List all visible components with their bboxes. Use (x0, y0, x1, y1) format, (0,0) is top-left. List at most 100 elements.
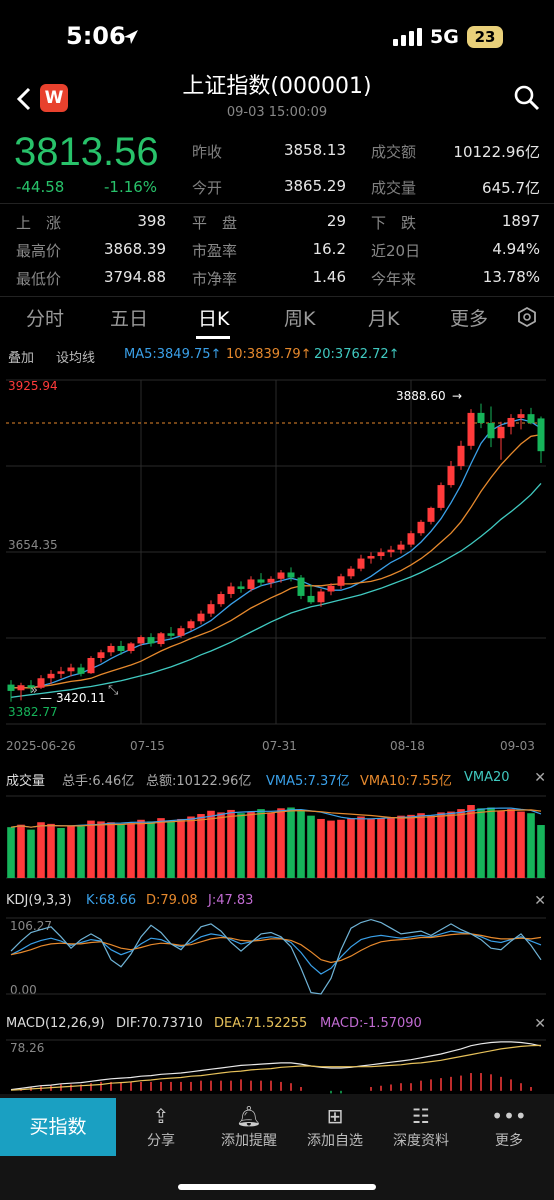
candle-body (247, 579, 255, 589)
volume-bar (537, 825, 545, 878)
volume-bar (487, 807, 495, 878)
candle-body (467, 412, 475, 446)
volume-bar (7, 827, 15, 878)
volume-bar (307, 815, 315, 878)
add-alert-button[interactable]: 🔔︎ 添加提醒 (204, 1104, 294, 1150)
candle-body (267, 578, 275, 583)
candle (427, 506, 435, 525)
candle (17, 682, 25, 701)
candle-body (297, 577, 305, 596)
volume-label: 成交量 (371, 179, 417, 197)
signal-icon (393, 28, 422, 46)
volume-bar (127, 823, 135, 878)
macd-panel-title: MACD(12,26,9) (6, 1016, 105, 1031)
candle-body (457, 445, 465, 467)
volume-bar (207, 810, 215, 878)
candle-body (57, 671, 65, 674)
price-change: -44.58 (16, 178, 65, 196)
candle (127, 642, 135, 654)
volume-bar (467, 805, 475, 878)
volume-bar (137, 819, 145, 878)
volume-bar (297, 810, 305, 878)
volume-bar (347, 818, 355, 878)
search-icon[interactable] (513, 84, 541, 112)
close-kdj-panel-icon[interactable]: ✕ (534, 893, 546, 909)
volume-value: 645.7亿 (482, 179, 540, 197)
stat-label: 上 涨 (16, 214, 62, 232)
candle-body (107, 645, 115, 653)
add-alert-label: 添加提醒 (221, 1133, 277, 1149)
volume-bar (437, 812, 445, 878)
plus-box-icon: ⊞ (326, 1104, 344, 1128)
volume-bar (227, 809, 235, 878)
buy-index-button[interactable]: 买指数 (0, 1098, 116, 1156)
candle (47, 670, 55, 684)
ma5-line (11, 418, 542, 689)
candle (417, 519, 425, 536)
tab-monthly-k[interactable]: 月K (368, 308, 400, 330)
divider (0, 296, 554, 297)
overlay-button[interactable]: 叠加 (8, 351, 35, 366)
share-label: 分享 (147, 1133, 175, 1149)
volume-bar (47, 823, 55, 878)
kline-chart[interactable]: 3925.94 3654.35 3382.77 3888.60 → — 3420… (0, 372, 554, 764)
candle-body (237, 586, 245, 589)
turnover-value: 10122.96亿 (453, 143, 540, 161)
volume-bar (287, 807, 295, 878)
macd-dea-value: DEA:71.52255 (214, 1016, 308, 1031)
stat-label: 最高价 (16, 242, 62, 260)
kdj-j-value: J:47.83 (208, 893, 254, 908)
candle (137, 635, 145, 646)
divider (0, 203, 554, 204)
location-arrow-icon (124, 30, 138, 44)
candle (57, 666, 65, 679)
candle (27, 680, 35, 693)
candle-body (197, 613, 205, 622)
bell-icon: 🔔︎ (236, 1104, 262, 1128)
candle-body (377, 552, 385, 557)
prev-close-value: 3858.13 (283, 141, 346, 159)
turnover-label: 成交额 (371, 143, 417, 161)
stat-label: 下 跌 (371, 214, 417, 232)
zoom-arrows-icon[interactable]: » ⤡ (30, 683, 119, 698)
candle-body (357, 558, 365, 569)
candle (257, 573, 265, 587)
candle-body (157, 633, 165, 645)
candle-body (407, 533, 415, 545)
candle-body (127, 643, 135, 652)
tab-intraday[interactable]: 分时 (26, 308, 65, 330)
volume-bar (77, 826, 85, 878)
tab-five-day[interactable]: 五日 (110, 308, 149, 330)
close-macd-panel-icon[interactable]: ✕ (534, 1016, 546, 1032)
set-ma-button[interactable]: 设均线 (56, 351, 96, 366)
ma20-line (10, 482, 542, 698)
back-icon[interactable] (14, 86, 36, 112)
volume-bar (277, 808, 285, 878)
candle-body (447, 466, 455, 486)
more-button[interactable]: ••• 更多 (464, 1104, 554, 1150)
settings-hexagon-icon[interactable] (516, 306, 538, 328)
candle-body (537, 418, 545, 452)
tab-daily-k[interactable]: 日K (198, 308, 230, 330)
candle (397, 540, 405, 554)
volume-bar (247, 811, 255, 878)
add-watchlist-button[interactable]: ⊞ 添加自选 (290, 1104, 380, 1150)
candle-body (477, 412, 485, 424)
tab-weekly-k[interactable]: 周K (284, 308, 316, 330)
volume-bar (97, 821, 105, 878)
volume-bar (117, 824, 125, 878)
close-volume-panel-icon[interactable]: ✕ (534, 770, 546, 786)
x-axis-label: 07-15 (130, 739, 165, 753)
candle (287, 567, 295, 582)
more-label: 更多 (495, 1133, 523, 1149)
share-button[interactable]: ⇪ 分享 (116, 1104, 206, 1150)
deep-data-button[interactable]: ☷ 深度资料 (376, 1104, 466, 1150)
candle (67, 663, 75, 677)
candle-body (137, 637, 145, 644)
active-tab-indicator (196, 336, 230, 339)
volume-bar (337, 819, 345, 878)
stat-label: 今年来 (371, 270, 417, 288)
volume-bar (167, 820, 175, 878)
stat-label: 市净率 (192, 270, 238, 288)
tab-more[interactable]: 更多 (450, 308, 489, 330)
